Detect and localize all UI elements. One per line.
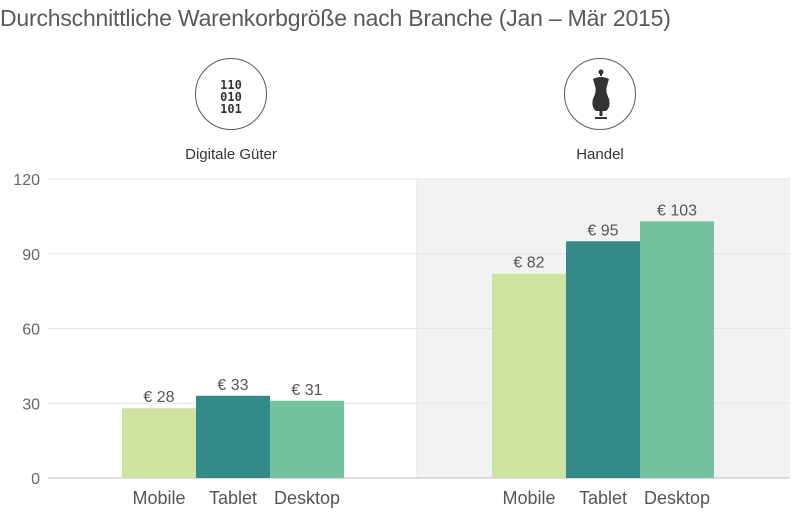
bar-mobile: [122, 408, 196, 478]
dress-form-icon-graphic: [592, 69, 610, 119]
binary-line-1: 110: [220, 78, 242, 92]
data-label: € 103: [657, 202, 697, 219]
bar-tablet: [566, 241, 640, 478]
data-label: € 82: [513, 255, 544, 272]
bar-desktop: [640, 221, 714, 478]
x-tick-label: Mobile: [502, 488, 555, 508]
x-tick-label: Tablet: [209, 488, 257, 508]
x-tick-label: Desktop: [274, 488, 340, 508]
bars: [122, 221, 714, 478]
group-label-retail: Handel: [576, 146, 624, 163]
y-tick-label: 30: [22, 396, 40, 413]
binary-code-icon-graphic: 110 010 101: [220, 78, 242, 116]
value-labels: € 28 € 33 € 31 € 82 € 95 € 103: [143, 202, 697, 406]
axes: 0 30 60 90 120 Mobile Tablet Desktop Mobile Table…: [13, 172, 710, 508]
group-label-digital: Digitale Güter: [185, 146, 277, 163]
x-tick-label: Tablet: [579, 488, 627, 508]
binary-code-icon: 110 010 101: [195, 58, 267, 130]
binary-line-3: 101: [220, 102, 242, 116]
x-tick-label: Desktop: [644, 488, 710, 508]
bar-desktop: [270, 400, 344, 478]
y-tick-label: 90: [22, 247, 40, 264]
dress-form-icon: [564, 58, 636, 130]
binary-line-2: 010: [220, 90, 242, 104]
chart-title: Durchschnittliche Warenkorbgröße nach Br…: [0, 5, 671, 31]
data-label: € 31: [291, 382, 322, 399]
y-tick-label: 120: [13, 172, 40, 189]
y-tick-label: 60: [22, 322, 40, 339]
x-tick-label: Mobile: [132, 488, 185, 508]
y-tick-label: 0: [31, 471, 40, 488]
data-label: € 33: [217, 377, 248, 394]
data-label: € 28: [143, 389, 174, 406]
data-label: € 95: [587, 222, 618, 239]
bar-mobile: [492, 273, 566, 478]
bar-tablet: [196, 395, 270, 478]
